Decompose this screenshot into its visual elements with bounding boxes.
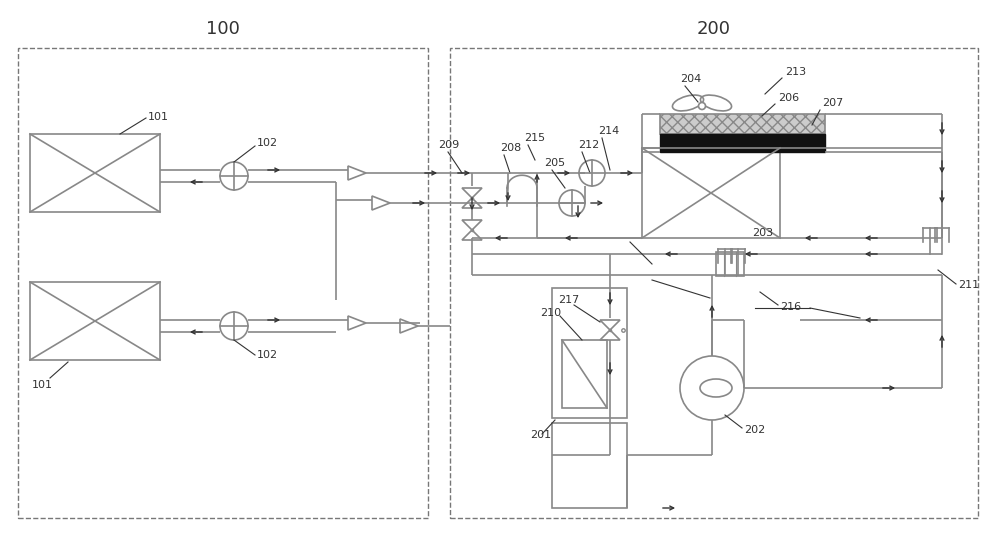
Text: 202: 202: [744, 425, 765, 435]
Text: 206: 206: [778, 93, 799, 103]
Text: 207: 207: [822, 98, 843, 108]
Text: 101: 101: [32, 380, 53, 390]
Text: 210: 210: [540, 308, 561, 318]
Text: 204: 204: [680, 74, 701, 84]
Text: 211: 211: [958, 280, 979, 290]
Bar: [660, 134, 825, 152]
Text: 217: 217: [558, 295, 579, 305]
Bar: [660, 114, 825, 134]
Text: 209: 209: [438, 140, 459, 150]
Text: 205: 205: [544, 158, 565, 168]
Text: 214: 214: [598, 126, 619, 136]
Text: 215: 215: [524, 133, 545, 143]
Circle shape: [698, 102, 706, 110]
Text: 203: 203: [752, 228, 773, 238]
Text: 100: 100: [206, 20, 240, 38]
Text: 101: 101: [148, 112, 169, 122]
Text: 213: 213: [785, 67, 806, 77]
Text: 208: 208: [500, 143, 521, 153]
Text: 216: 216: [780, 302, 801, 312]
Text: 102: 102: [257, 138, 278, 148]
Text: 200: 200: [697, 20, 731, 38]
Text: 212: 212: [578, 140, 599, 150]
Text: 201: 201: [530, 430, 551, 440]
Text: 102: 102: [257, 350, 278, 360]
